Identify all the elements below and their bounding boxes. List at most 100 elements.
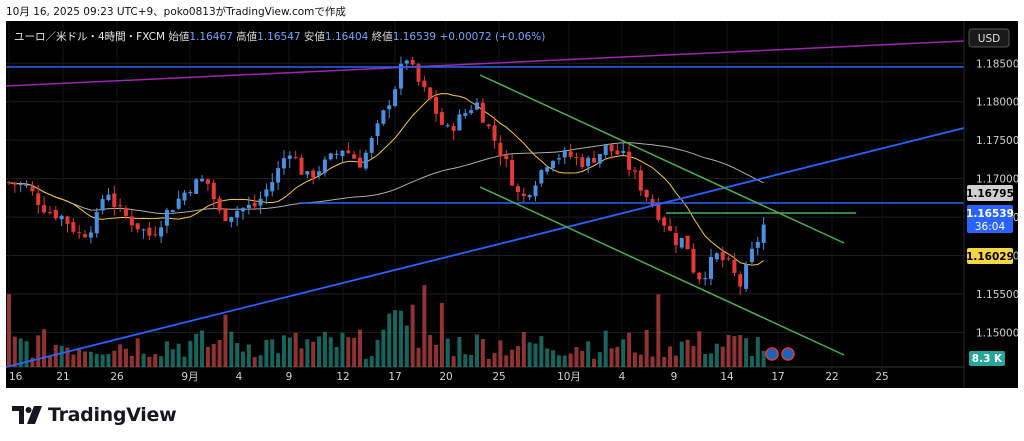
candle-body: [416, 64, 421, 82]
volume-label-box: [969, 351, 1005, 366]
volume-bar: [328, 337, 333, 367]
candle-body: [59, 215, 64, 220]
volume-bar: [439, 302, 444, 367]
candle-body: [229, 217, 234, 222]
candle-body: [235, 211, 240, 218]
candle-body: [358, 157, 362, 168]
price-chart[interactable]: 1.150001.155001.160001.165001.170001.175…: [6, 21, 1018, 388]
footer-brand: TradingView: [48, 404, 177, 426]
chart-caption: 10月 16, 2025 09:23 UTC+9、poko0813がTradin…: [6, 6, 346, 18]
volume-bar: [668, 346, 673, 367]
candle-body: [65, 216, 70, 224]
volume-bar: [475, 334, 479, 367]
volume-bar: [551, 350, 556, 367]
candle-body: [129, 216, 134, 226]
volume-bar: [217, 340, 222, 367]
candle-body: [398, 63, 403, 89]
volume-bar: [521, 331, 526, 367]
candle-body: [281, 158, 286, 169]
candle-body: [36, 193, 41, 205]
volume-bar: [744, 338, 749, 367]
volume-bar: [393, 310, 398, 367]
candle-body: [387, 105, 392, 110]
footer: TradingView: [12, 404, 177, 426]
volume-bar: [398, 310, 403, 367]
candle-body: [732, 260, 737, 273]
volume-bar: [451, 356, 456, 367]
legend-open-value: 1.16467: [189, 31, 233, 43]
candle-body: [53, 210, 58, 219]
price-label-box: [967, 185, 1013, 201]
candle-body: [83, 234, 88, 238]
volume-bar: [597, 352, 602, 367]
volume-bar: [422, 285, 427, 367]
volume-bar: [457, 337, 462, 367]
candle-body: [24, 184, 29, 186]
price-label-box: [967, 248, 1013, 264]
candle-body: [352, 154, 357, 159]
volume-bar: [755, 337, 760, 367]
volume-bar: [276, 353, 281, 367]
candle-body: [498, 142, 503, 157]
candle-body: [258, 198, 263, 206]
candle-body: [697, 272, 702, 280]
volume-bar: [194, 333, 199, 367]
candle-body: [118, 205, 123, 207]
volume-bar: [632, 352, 637, 367]
legend-high-value: 1.16547: [257, 31, 301, 43]
event-flag-icon: [781, 347, 795, 361]
volume-bar: [47, 355, 52, 367]
volume-bar: [305, 339, 310, 367]
volume-bar: [246, 344, 251, 367]
volume-bar: [241, 351, 245, 367]
x-tick-label: 4: [236, 371, 243, 383]
volume-bar: [410, 304, 415, 367]
volume-bar: [42, 329, 47, 367]
volume-bar: [281, 335, 286, 367]
volume-bar: [299, 348, 304, 367]
volume-bar: [200, 330, 205, 367]
x-tick-label: 9: [286, 371, 293, 383]
volume-bar: [627, 332, 632, 367]
y-tick-label: 1.15500: [976, 289, 1018, 301]
candle-body: [176, 198, 181, 209]
volume-bar: [235, 343, 240, 367]
legend-close-label: 終値: [371, 31, 393, 43]
volume-bar: [71, 354, 76, 367]
volume-bar: [229, 331, 234, 367]
candle-body: [662, 217, 667, 226]
x-tick-label: 17: [388, 371, 401, 383]
candle-body: [47, 212, 52, 214]
volume-bar: [153, 354, 158, 367]
x-tick-label: 25: [875, 371, 888, 383]
candle-body: [223, 208, 228, 222]
tradingview-logo-icon: [12, 406, 42, 424]
volume-bar: [709, 353, 713, 367]
chart-area[interactable]: 1.150001.155001.160001.165001.170001.175…: [6, 21, 1018, 388]
candle-body: [691, 248, 696, 273]
volume-bar: [738, 335, 743, 367]
candle-body: [469, 110, 474, 114]
candle-body: [527, 195, 532, 198]
candle-body: [673, 232, 678, 246]
volume-bar: [100, 354, 105, 367]
candle-body: [679, 237, 684, 248]
candle-body: [252, 202, 257, 207]
candle-body: [574, 157, 579, 159]
candle-body: [621, 151, 626, 153]
volume-bar: [545, 348, 550, 367]
volume-bar: [697, 331, 702, 367]
candle-body: [609, 144, 614, 152]
candle-body: [761, 224, 766, 243]
candle-body: [492, 125, 497, 141]
candle-body: [211, 182, 216, 200]
volume-bar: [53, 344, 58, 367]
candle-body: [153, 234, 158, 236]
candle-body: [159, 227, 164, 237]
volume-bar: [352, 337, 357, 367]
event-flag-icon: [765, 347, 779, 361]
legend-close-value: 1.16539: [392, 31, 437, 43]
volume-bar: [761, 350, 766, 367]
volume-bar: [311, 341, 316, 367]
candle-body: [720, 252, 725, 261]
